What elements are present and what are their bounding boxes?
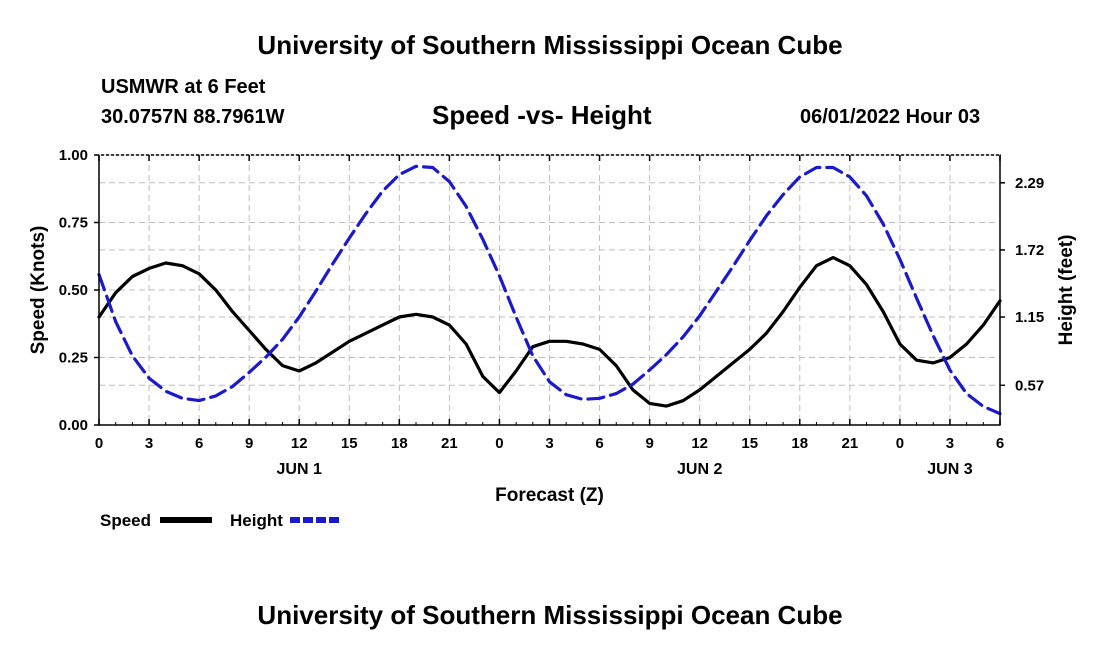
- x-tick-label: 3: [145, 435, 153, 452]
- forecast-datetime: 06/01/2022 Hour 03: [800, 106, 981, 128]
- day-label: JUN 3: [927, 461, 972, 478]
- x-tick-label: 12: [291, 435, 308, 452]
- x-tick-label: 0: [95, 435, 103, 452]
- x-tick-label: 0: [896, 435, 904, 452]
- series-layer: [97, 164, 1002, 416]
- x-tick-label: 0: [495, 435, 503, 452]
- x-tick-label: 21: [841, 435, 858, 452]
- x-tick-label: 15: [741, 435, 758, 452]
- x-tick-label: 3: [946, 435, 954, 452]
- y-tick-label: 0.25: [59, 350, 88, 367]
- chart-subtitle: Speed -vs- Height: [432, 100, 652, 130]
- legend-label-speed: Speed: [100, 511, 151, 530]
- x-tick-label: 3: [545, 435, 553, 452]
- x-tick-label: 9: [645, 435, 653, 452]
- legend-label-height: Height: [230, 511, 283, 530]
- axis-layer: 0 3 6 9 12 15 18 21 0 3 6 9 12 15 18 21 0 3 6 JUN 1 JUN 2 JUN…: [28, 147, 1077, 506]
- day-label: JUN 1: [277, 461, 322, 478]
- series-line-height: [97, 164, 1002, 416]
- station-name: USMWR at 6 Feet: [101, 76, 266, 98]
- footer-title: University of Southern Mississippi Ocean…: [257, 600, 843, 630]
- y2-tick-label: 0.57: [1015, 377, 1044, 394]
- speed-height-chart: 0 3 6 9 12 15 18 21 0 3 6 9 12 15 18 21 0 3 6 JUN 1 JUN 2 JUN…: [28, 147, 1077, 530]
- x-tick-label: 6: [195, 435, 203, 452]
- x-tick-label: 15: [341, 435, 358, 452]
- x-axis-label: Forecast (Z): [495, 485, 604, 506]
- series-line-speed: [97, 256, 1002, 408]
- station-coordinates: 30.0757N 88.7961W: [101, 106, 285, 128]
- day-label: JUN 2: [677, 461, 722, 478]
- x-tick-label: 21: [441, 435, 458, 452]
- y-tick-label: 0.00: [59, 417, 88, 434]
- x-tick-label: 18: [391, 435, 408, 452]
- x-tick-label: 18: [791, 435, 808, 452]
- y-tick-label: 0.50: [59, 282, 88, 299]
- x-tick-label: 6: [595, 435, 603, 452]
- y-axis-label: Speed (Knots): [28, 226, 49, 355]
- x-tick-label: 12: [691, 435, 708, 452]
- x-tick-label: 9: [245, 435, 253, 452]
- y-tick-label: 1.00: [59, 147, 88, 164]
- x-tick-label: 6: [996, 435, 1004, 452]
- y2-axis-label: Height (feet): [1056, 235, 1077, 346]
- legend: Speed Height: [100, 511, 342, 530]
- y-tick-label: 0.75: [59, 215, 88, 232]
- y2-tick-label: 1.15: [1015, 309, 1044, 326]
- y2-tick-label: 1.72: [1015, 242, 1044, 259]
- y2-tick-label: 2.29: [1015, 175, 1044, 192]
- page-title: University of Southern Mississippi Ocean…: [257, 30, 843, 60]
